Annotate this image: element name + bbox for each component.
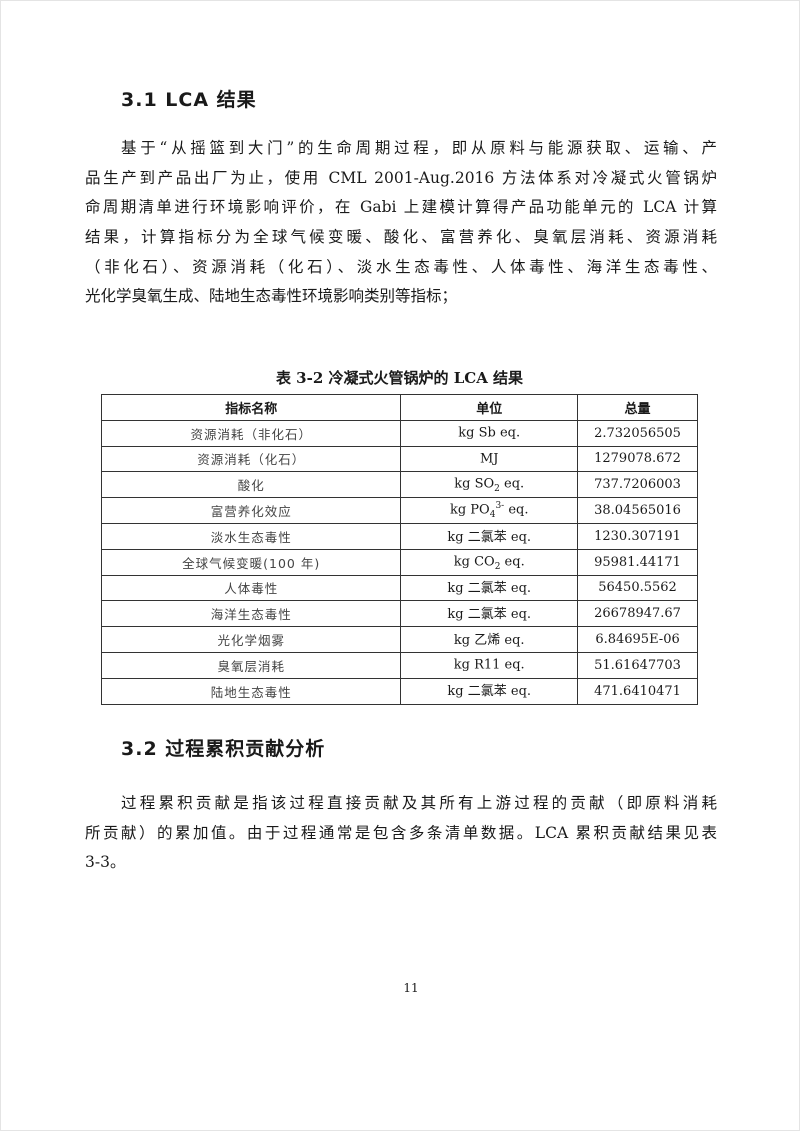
unit-cell: kg SO2 eq. [400,471,579,499]
unit-tail: eq. [504,502,529,518]
total-value: 2.732056505 [577,419,698,447]
table-row: 资源消耗（化石） MJ 1279078.672 [100,445,698,473]
table-row: 海洋生态毒性 kg 二氯苯 eq. 26678947.67 [100,600,698,628]
text-line: 3-3。 [85,853,126,872]
text-line: 过程累积贡献是指该过程直接贡献及其所有上游过程的贡献（即原料消耗 [121,794,717,812]
unit-cell: kg Sb eq. [400,419,579,447]
text-line: 光化学臭氧生成、陆地生态毒性环境影响类别等指标； [85,287,458,306]
unit-main: kg PO [449,502,490,518]
header-indicator: 指标名称 [100,394,402,421]
text-line: 所贡献）的累加值。由于过程通常是包含多条清单数据。LCA 累积贡献结果见表 [85,823,717,842]
header-unit: 单位 [400,394,579,421]
section-heading-3-1: 3.1 LCA 结果 [121,89,257,111]
unit-superscript: 3- [495,501,505,512]
header-total: 总量 [577,394,698,421]
unit-main: kg Sb eq. [458,425,521,441]
lca-results-table: 指标名称 单位 总量 资源消耗（非化石） kg Sb eq. 2.7320565… [100,394,698,705]
text-line: 基于“从摇篮到大门”的生命周期过程，即从原料与能源获取、运输、产 [121,139,717,157]
unit-tail: eq. [499,476,525,492]
unit-cell: MJ [400,445,579,473]
unit-cell: kg R11 eq. [400,651,579,679]
indicator-name: 海洋生态毒性 [100,600,402,628]
indicator-name: 人体毒性 [100,574,402,602]
indicator-name: 资源消耗（化石） [100,445,402,473]
unit-main: kg SO [454,476,495,492]
unit-main: kg 二氯苯 eq. [447,606,532,622]
text-line: 结果，计算指标分为全球气候变暖、酸化、富营养化、臭氧层消耗、资源消耗 [85,228,717,247]
table-row: 臭氧层消耗 kg R11 eq. 51.61647703 [100,651,698,679]
unit-main: MJ [479,450,499,466]
unit-main: kg R11 eq. [453,657,525,673]
table-row: 光化学烟雾 kg 乙烯 eq. 6.84695E-06 [100,626,698,653]
unit-cell: kg PO43- eq. [400,497,579,524]
unit-cell: kg CO2 eq. [400,548,579,576]
indicator-name: 光化学烟雾 [100,626,402,653]
indicator-name: 陆地生态毒性 [100,677,402,705]
indicator-name: 全球气候变暖(100 年) [100,548,402,576]
indicator-name: 资源消耗（非化石） [100,419,402,447]
unit-cell: kg 二氯苯 eq. [400,522,579,550]
text-line: （非化石）、资源消耗（化石）、淡水生态毒性、人体毒性、海洋生态毒性、 [85,257,717,276]
total-value: 26678947.67 [577,600,698,628]
unit-main: kg 二氯苯 eq. [447,581,532,597]
total-value: 56450.5562 [577,574,698,602]
unit-subscript: 2 [494,484,500,495]
indicator-name: 臭氧层消耗 [100,651,402,679]
paragraph-cumulative-contribution: 过程累积贡献是指该过程直接贡献及其所有上游过程的贡献（即原料消耗所贡献）的累加值… [85,789,717,878]
text-line: 品生产到产品出厂为止，使用 CML 2001-Aug.2016 方法体系对冷凝式… [85,168,717,187]
total-value: 737.7206003 [577,471,698,499]
total-value: 51.61647703 [577,651,698,679]
section-heading-3-2: 3.2 过程累积贡献分析 [121,738,326,760]
unit-tail: eq. [500,554,525,570]
total-value: 1230.307191 [577,522,698,550]
total-value: 38.04565016 [577,497,698,524]
unit-cell: kg 二氯苯 eq. [400,574,579,602]
table-row: 淡水生态毒性 kg 二氯苯 eq. 1230.307191 [100,522,698,550]
total-value: 471.6410471 [577,677,698,705]
page-number: 11 [403,981,419,995]
indicator-name: 酸化 [100,471,402,499]
total-value: 6.84695E-06 [577,626,698,653]
table-row: 酸化 kg SO2 eq. 737.7206003 [100,471,698,499]
unit-subscript: 2 [494,561,501,572]
table-row: 人体毒性 kg 二氯苯 eq. 56450.5562 [100,574,698,602]
unit-cell: kg 乙烯 eq. [400,626,579,653]
unit-main: kg 乙烯 eq. [453,632,525,648]
unit-cell: kg 二氯苯 eq. [400,677,579,705]
unit-subscript: 4 [489,510,496,521]
table-row: 全球气候变暖(100 年) kg CO2 eq. 95981.44171 [100,548,698,576]
paragraph-lca-results: 基于“从摇篮到大门”的生命周期过程，即从原料与能源获取、运输、产品生产到产品出厂… [85,134,717,312]
unit-cell: kg 二氯苯 eq. [400,600,579,628]
text-line: 命周期清单进行环境影响评价，在 Gabi 上建模计算得产品功能单元的 LCA 计… [85,198,717,217]
unit-main: kg CO [453,554,495,570]
total-value: 95981.44171 [577,548,698,576]
unit-main: kg 二氯苯 eq. [447,684,532,700]
indicator-name: 淡水生态毒性 [100,522,402,550]
table-caption: 表 3-2 冷凝式火管锅炉的 LCA 结果 [275,369,524,387]
table-row: 资源消耗（非化石） kg Sb eq. 2.732056505 [100,419,698,447]
total-value: 1279078.672 [577,445,698,473]
unit-main: kg 二氯苯 eq. [447,529,532,545]
table-header-row: 指标名称 单位 总量 [100,394,698,421]
table-row: 陆地生态毒性 kg 二氯苯 eq. 471.6410471 [100,677,698,705]
indicator-name: 富营养化效应 [100,497,402,524]
table-row: 富营养化效应 kg PO43- eq. 38.04565016 [100,497,698,524]
